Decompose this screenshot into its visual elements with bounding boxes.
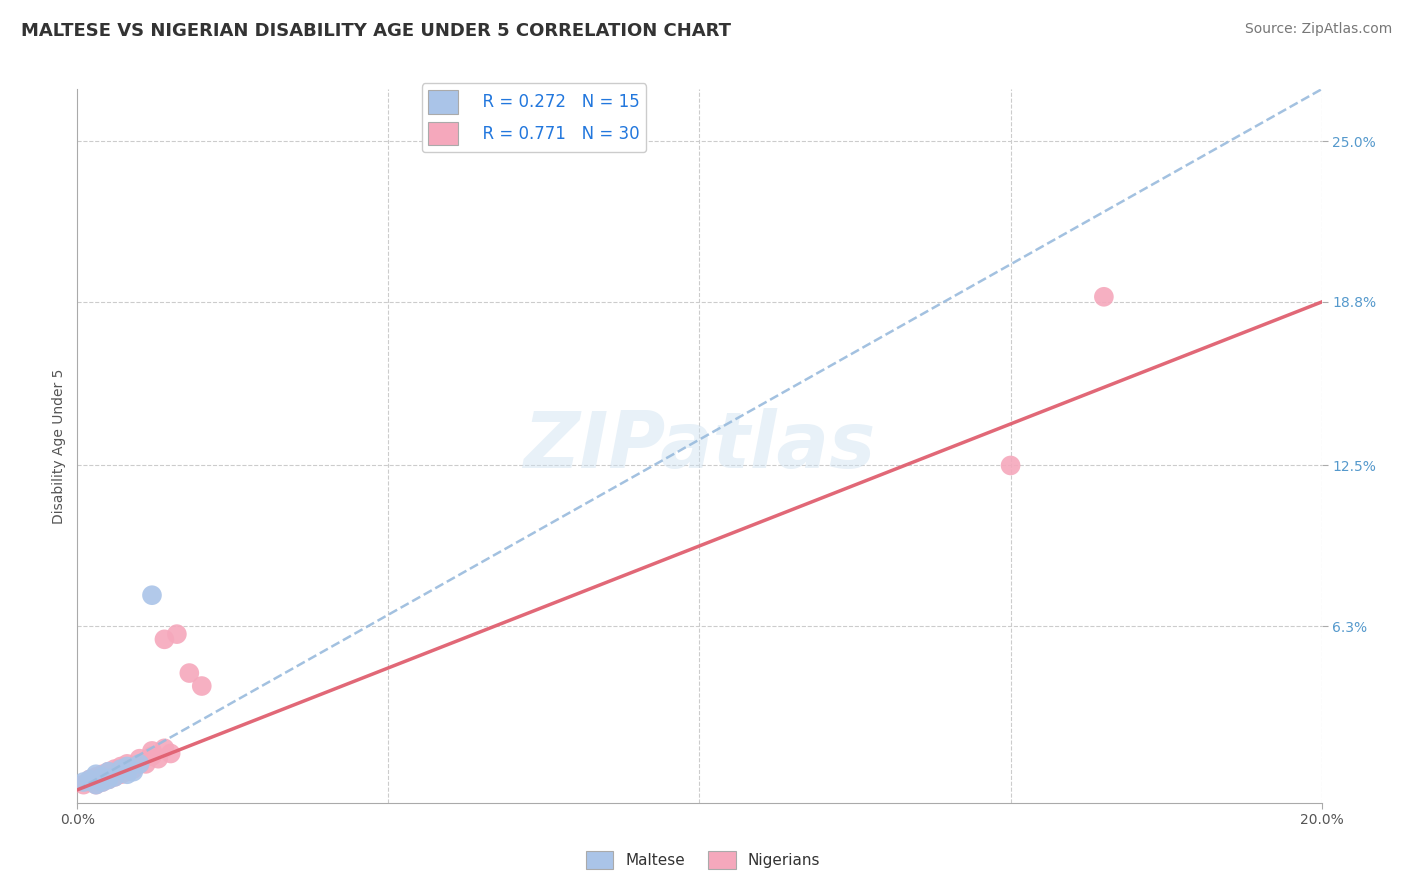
Point: [91, 775, 114, 789]
Point: [97, 772, 120, 787]
Point: [91, 767, 114, 781]
Point: [104, 770, 127, 784]
Point: [79, 772, 101, 787]
Legend: Maltese, Nigerians: Maltese, Nigerians: [579, 845, 827, 875]
Point: [115, 756, 138, 771]
Point: [122, 764, 145, 779]
Point: [153, 632, 176, 647]
Point: [1000, 458, 1022, 473]
Point: [79, 772, 101, 787]
Point: [104, 762, 127, 776]
Point: [166, 627, 188, 641]
Point: [153, 741, 176, 756]
Point: [97, 772, 120, 787]
Point: [79, 775, 101, 789]
Point: [84, 778, 107, 792]
Point: [135, 756, 157, 771]
Point: [84, 767, 107, 781]
Point: [159, 747, 181, 761]
Point: [141, 588, 163, 602]
Point: [84, 778, 107, 792]
Point: [115, 764, 138, 779]
Text: ZIPatlas: ZIPatlas: [523, 408, 876, 484]
Text: MALTESE VS NIGERIAN DISABILITY AGE UNDER 5 CORRELATION CHART: MALTESE VS NIGERIAN DISABILITY AGE UNDER…: [21, 22, 731, 40]
Point: [110, 767, 132, 781]
Point: [115, 767, 138, 781]
Point: [179, 666, 201, 681]
Point: [128, 752, 150, 766]
Point: [128, 756, 150, 771]
Point: [97, 764, 120, 779]
Point: [122, 762, 145, 776]
Point: [141, 749, 163, 764]
Point: [141, 744, 163, 758]
Legend:   R = 0.272   N = 15,   R = 0.771   N = 30: R = 0.272 N = 15, R = 0.771 N = 30: [422, 83, 645, 153]
Point: [128, 756, 150, 771]
Point: [1092, 290, 1115, 304]
Point: [97, 764, 120, 779]
Point: [91, 770, 114, 784]
Text: Source: ZipAtlas.com: Source: ZipAtlas.com: [1244, 22, 1392, 37]
Point: [110, 759, 132, 773]
Point: [72, 775, 94, 789]
Point: [104, 770, 127, 784]
Point: [110, 762, 132, 776]
Point: [91, 775, 114, 789]
Y-axis label: Disability Age Under 5: Disability Age Under 5: [52, 368, 66, 524]
Point: [84, 770, 107, 784]
Point: [191, 679, 214, 693]
Point: [72, 778, 94, 792]
Point: [115, 759, 138, 773]
Point: [148, 752, 170, 766]
